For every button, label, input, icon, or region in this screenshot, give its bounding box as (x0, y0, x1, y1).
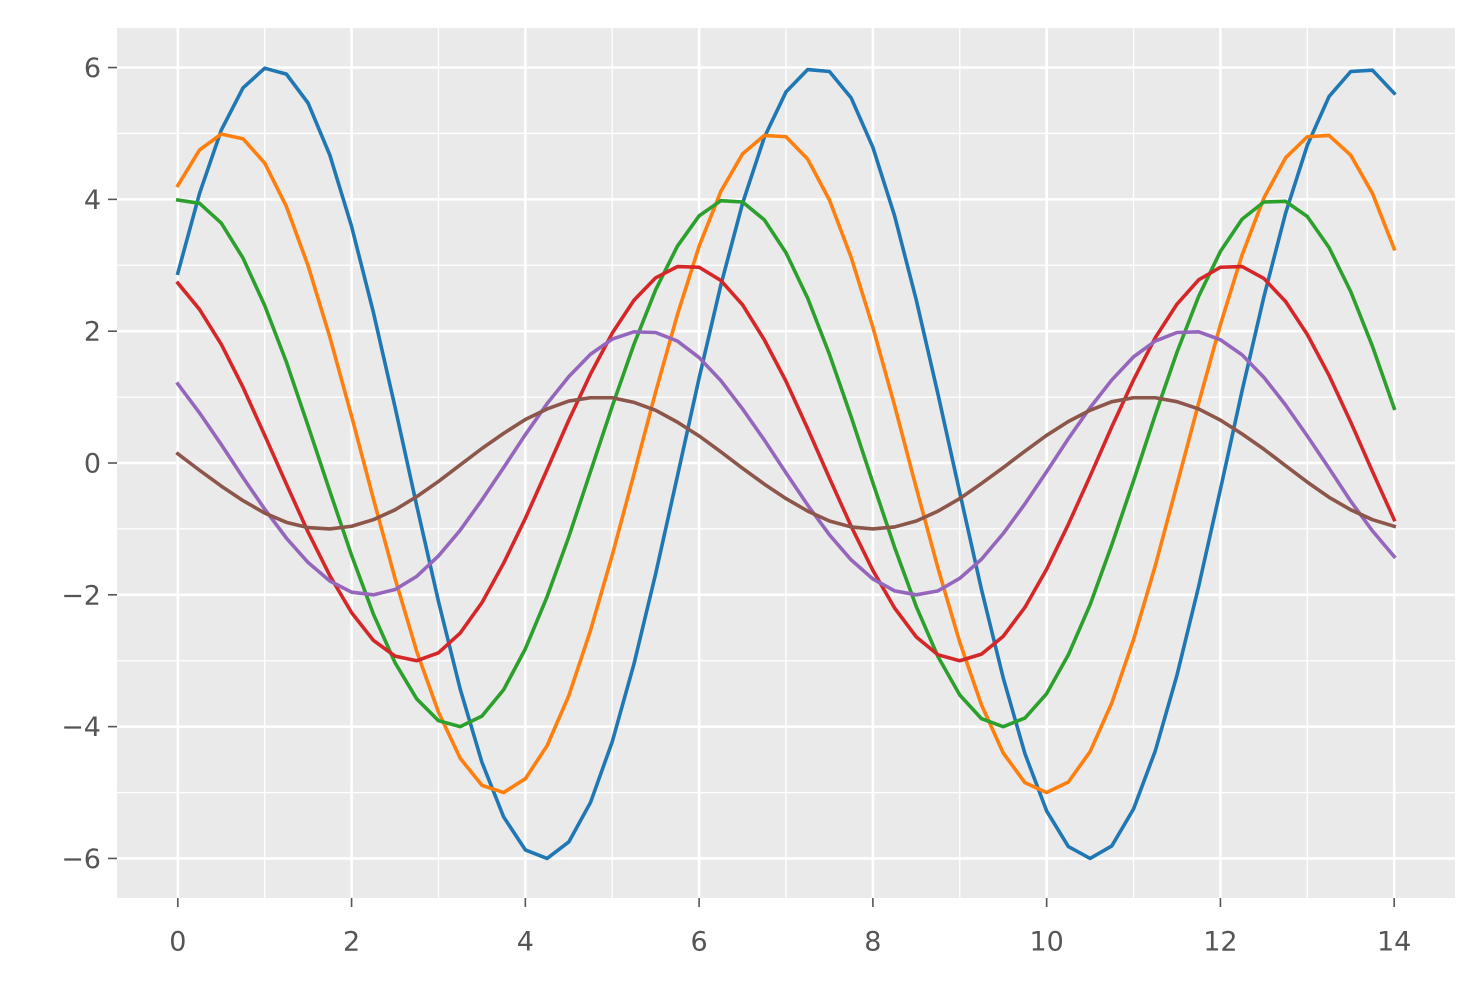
x-tick-label: 0 (169, 927, 186, 958)
y-tick-label: −4 (61, 712, 101, 743)
x-tick-label: 2 (343, 927, 360, 958)
x-tick-label: 6 (691, 927, 708, 958)
x-tick-label: 10 (1029, 927, 1063, 958)
line-series (175, 330, 1397, 597)
line-series (175, 197, 1397, 729)
line-series (175, 66, 1397, 861)
x-tick-label: 4 (517, 927, 534, 958)
line-series (175, 264, 1397, 663)
y-tick-label: −6 (61, 844, 101, 875)
y-tick-label: 0 (84, 449, 101, 480)
x-tick-label: 12 (1203, 927, 1237, 958)
y-tick-label: 2 (84, 317, 101, 348)
x-tick-label: 14 (1377, 927, 1411, 958)
y-tick-label: 4 (84, 185, 101, 216)
line-series (175, 395, 1397, 531)
line-series (175, 132, 1397, 795)
y-tick-label: −2 (61, 580, 101, 611)
x-tick-label: 8 (864, 927, 881, 958)
y-tick-label: 6 (84, 53, 101, 84)
